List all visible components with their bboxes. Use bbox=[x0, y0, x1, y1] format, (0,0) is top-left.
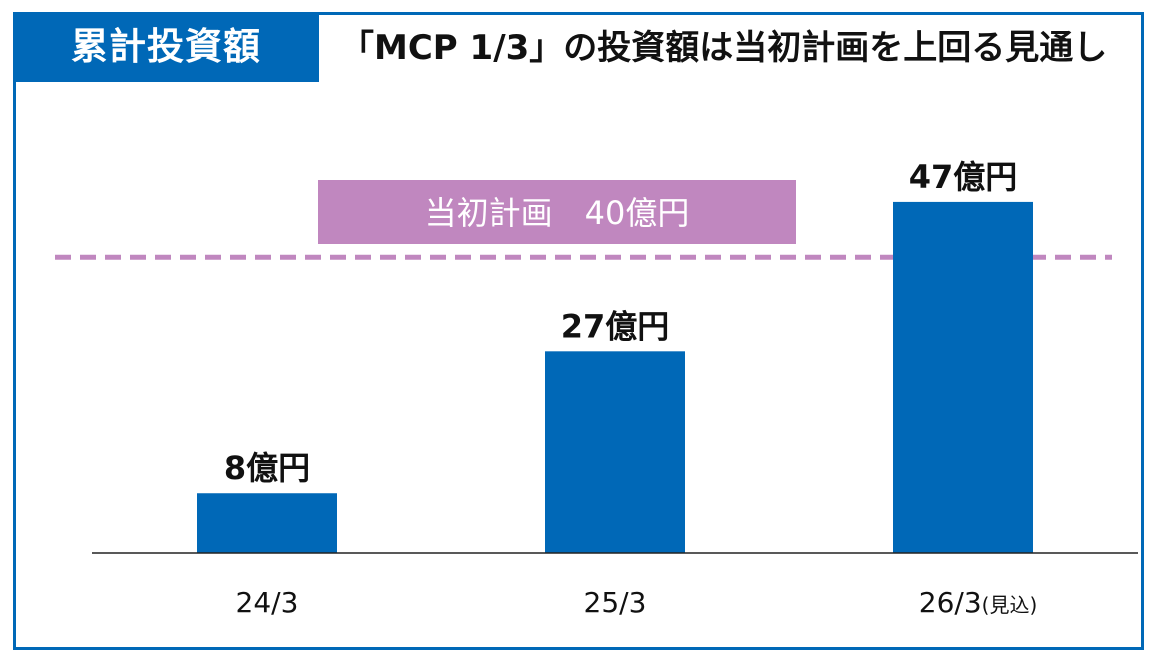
category-label: 26/3(見込) bbox=[919, 586, 1038, 619]
value-label: 8億円 bbox=[224, 449, 310, 487]
bar-layer bbox=[197, 201, 1033, 553]
plan-label-box bbox=[318, 180, 796, 244]
section-tag: 累計投資額 bbox=[13, 12, 319, 82]
value-label: 27億円 bbox=[561, 307, 670, 345]
chart-frame bbox=[13, 12, 1144, 650]
label-layer: 8億円 24/3 27億円 25/3 47億円 26/3(見込) bbox=[224, 158, 1037, 619]
plan-label: 当初計画 40億円 bbox=[425, 194, 690, 232]
bar-24-3 bbox=[197, 493, 337, 553]
category-label: 24/3 bbox=[236, 586, 299, 619]
category-note: (見込) bbox=[982, 593, 1038, 617]
value-label: 47億円 bbox=[909, 158, 1018, 196]
bar-26-3 bbox=[893, 201, 1033, 553]
bar-25-3 bbox=[545, 351, 685, 553]
category-label: 25/3 bbox=[584, 586, 647, 619]
headline: 「MCP 1/3」の投資額は当初計画を上回る見通し bbox=[340, 28, 1108, 68]
